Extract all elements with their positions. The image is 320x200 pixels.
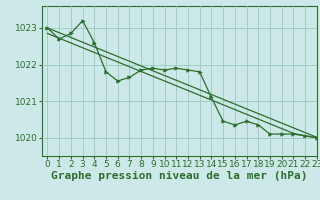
X-axis label: Graphe pression niveau de la mer (hPa): Graphe pression niveau de la mer (hPa): [51, 171, 308, 181]
